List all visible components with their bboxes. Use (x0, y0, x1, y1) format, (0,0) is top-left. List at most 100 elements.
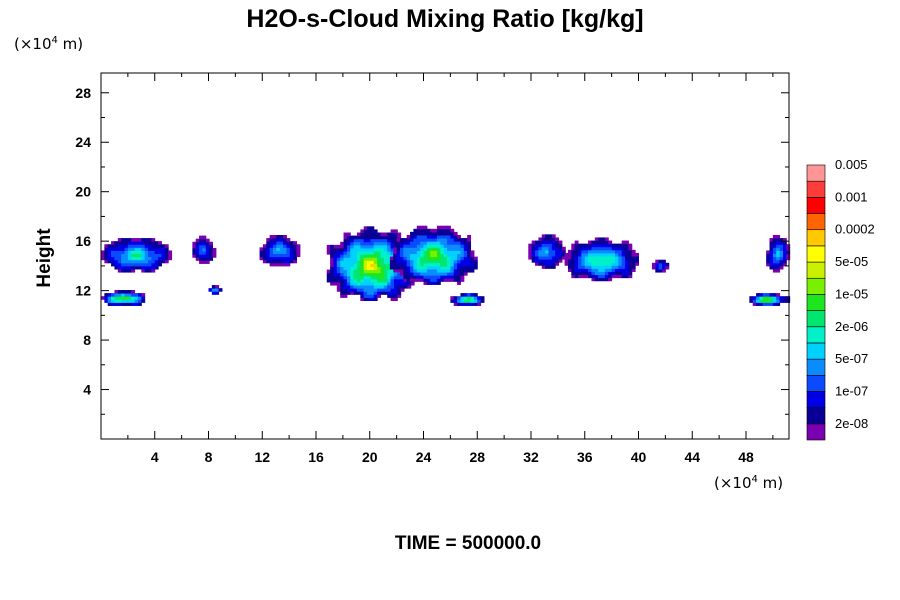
cloud-cell (393, 268, 398, 273)
cloud-cell (346, 288, 351, 292)
cloud-cell (124, 247, 129, 251)
cloud-cell (769, 253, 774, 258)
cloud-cell (137, 293, 142, 297)
cloud-cell (430, 228, 435, 233)
cloud-cell (460, 244, 465, 248)
cloud-cell (262, 244, 267, 248)
cloud-cell (209, 257, 214, 261)
cloud-cell (330, 254, 334, 258)
cloud-cell (443, 241, 448, 245)
colorbar-swatch (806, 213, 826, 231)
cloud-cell (430, 238, 435, 242)
cloud-cell (558, 246, 563, 251)
cloud-cell (387, 294, 392, 298)
cloud-cell (367, 288, 371, 292)
cloud-cell (397, 275, 402, 280)
cloud-cell (396, 265, 401, 270)
cloud-cell (564, 252, 569, 257)
cloud-cell (333, 254, 338, 258)
cloud-cell (453, 231, 458, 236)
cloud-cell (211, 291, 216, 295)
cloud-cell (377, 251, 381, 255)
cloud-cell (262, 256, 267, 261)
cloud-cell (336, 266, 341, 271)
cloud-cell (137, 262, 142, 267)
cloud-cell (450, 272, 455, 276)
cloud-cell (269, 234, 274, 239)
cloud-cell (340, 269, 345, 274)
x-tick-label: 24 (416, 449, 432, 465)
cloud-cell (350, 244, 355, 249)
cloud-cell (433, 265, 438, 270)
cloud-cell (621, 243, 626, 248)
cloud-cell (273, 244, 277, 248)
cloud-cell (578, 262, 582, 266)
cloud-cell (545, 259, 549, 263)
cloud-cell (604, 277, 609, 282)
cloud-cell (608, 240, 613, 245)
cloud-cell (134, 265, 139, 270)
cloud-cell (380, 275, 385, 280)
cloud-cell (766, 253, 771, 258)
cloud-cell (356, 251, 361, 255)
cloud-cell (403, 268, 408, 273)
cloud-cell (144, 259, 149, 264)
cloud-cell (370, 281, 375, 286)
cloud-cell (457, 259, 461, 264)
cloud-cell (346, 257, 351, 261)
cloud-cell (367, 251, 371, 255)
cloud-cell (387, 266, 392, 271)
cloud-cell (420, 268, 424, 273)
cloud-cell (443, 272, 448, 276)
cloud-cell (463, 302, 468, 306)
cloud-cell (121, 247, 126, 251)
cloud-cell (450, 241, 455, 245)
cloud-cell (531, 259, 536, 263)
cloud-cell (164, 250, 169, 255)
cloud-cell (360, 294, 365, 298)
cloud-cell (377, 260, 381, 264)
cloud-cell (433, 228, 438, 233)
cloud-cell (350, 263, 355, 268)
cloud-cell (453, 250, 458, 255)
cloud-cell (380, 241, 385, 246)
cloud-cell (390, 247, 395, 252)
cloud-cell (447, 253, 451, 258)
cloud-cell (410, 281, 415, 286)
cloud-cell (367, 275, 371, 280)
cloud-cell (416, 275, 421, 279)
cloud-cell (377, 244, 381, 249)
cloud-cell (601, 237, 606, 242)
cloud-cell (144, 238, 149, 242)
cloud-cell (776, 262, 781, 267)
cloud-cell (447, 268, 451, 273)
cloud-cell (779, 238, 784, 242)
cloud-cell (389, 256, 394, 261)
cloud-cell (293, 259, 298, 264)
cloud-cell (604, 243, 609, 248)
cloud-cell (440, 238, 445, 242)
cloud-cell (389, 265, 394, 270)
cloud-cell (387, 275, 392, 280)
cloud-cell (370, 291, 375, 295)
cloud-cell (202, 257, 207, 261)
cloud-cell (373, 244, 378, 249)
cloud-cell (390, 294, 395, 298)
cloud-cell (604, 265, 609, 269)
cloud-cell (762, 302, 767, 306)
cloud-cell (567, 252, 572, 257)
cloud-cell (141, 238, 146, 242)
cloud-cell (413, 241, 418, 245)
cloud-cell (567, 249, 572, 254)
cloud-cell (430, 281, 435, 285)
cloud-cell (625, 274, 629, 279)
cloud-cell (363, 291, 368, 295)
cloud-cell (343, 275, 348, 280)
cloud-cell (330, 266, 334, 271)
cloud-cell (393, 294, 398, 298)
cloud-cell (423, 238, 428, 242)
cloud-cell (436, 231, 441, 236)
cloud-cell (377, 272, 381, 277)
cloud-cell (470, 256, 475, 261)
cloud-cell (776, 302, 781, 306)
